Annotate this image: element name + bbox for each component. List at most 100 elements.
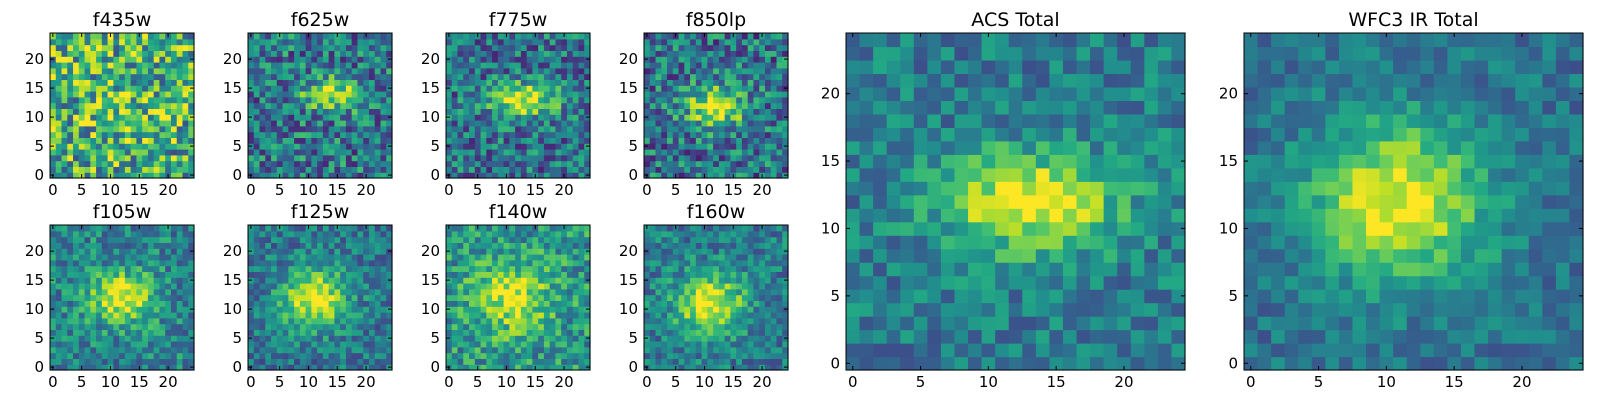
heatmap-cell bbox=[724, 352, 731, 359]
heatmap-cell bbox=[538, 125, 545, 133]
heatmap-cell bbox=[555, 288, 562, 296]
heatmap-cell bbox=[549, 312, 557, 319]
heatmap-cell bbox=[136, 323, 143, 330]
heatmap-cell bbox=[753, 73, 760, 80]
heatmap-cell bbox=[503, 56, 510, 63]
heatmap-cell bbox=[509, 56, 516, 63]
heatmap-cell bbox=[718, 317, 726, 325]
heatmap-cell bbox=[572, 172, 580, 179]
heatmap-cell bbox=[776, 62, 783, 69]
heatmap-cell bbox=[520, 306, 528, 313]
heatmap-cell bbox=[661, 85, 668, 92]
heatmap-cell bbox=[469, 230, 476, 238]
heatmap-cell bbox=[322, 259, 330, 267]
heatmap-cell bbox=[584, 259, 591, 267]
heatmap-cell bbox=[736, 335, 743, 342]
heatmap-cell bbox=[248, 50, 255, 57]
heatmap-cell bbox=[457, 102, 464, 109]
heatmap-cell bbox=[176, 160, 184, 167]
heatmap-cell bbox=[690, 300, 697, 307]
heatmap-cell bbox=[526, 114, 533, 121]
heatmap-cell bbox=[136, 125, 143, 133]
heatmap-cell bbox=[713, 166, 720, 173]
heatmap-cell bbox=[492, 149, 499, 156]
heatmap-cell bbox=[782, 166, 789, 173]
heatmap-cell bbox=[248, 137, 255, 144]
heatmap-cell bbox=[718, 172, 726, 179]
heatmap-cell bbox=[124, 91, 132, 98]
heatmap-cell bbox=[497, 335, 505, 342]
x-tick-label: 0 bbox=[48, 181, 58, 199]
heatmap-cell bbox=[265, 73, 272, 80]
heatmap-cell bbox=[753, 288, 760, 296]
heatmap-cell bbox=[451, 114, 459, 121]
heatmap-cell bbox=[532, 300, 539, 307]
heatmap-cell bbox=[61, 91, 68, 98]
heatmap-cell bbox=[90, 230, 97, 238]
heatmap-cell bbox=[113, 300, 120, 307]
heatmap-cell bbox=[538, 56, 545, 63]
heatmap-cell bbox=[469, 166, 476, 173]
heatmap-cell bbox=[776, 323, 783, 330]
heatmap-cell bbox=[368, 230, 376, 238]
heatmap-cell bbox=[469, 329, 476, 336]
heatmap-cell bbox=[317, 62, 324, 69]
heatmap-cell bbox=[176, 114, 184, 121]
heatmap-cell bbox=[311, 67, 318, 75]
heatmap-cell bbox=[142, 352, 149, 359]
heatmap-cell bbox=[469, 277, 476, 284]
heatmap-cell bbox=[50, 67, 57, 75]
heatmap-cell bbox=[380, 131, 387, 138]
heatmap-cell bbox=[368, 323, 376, 330]
heatmap-cell bbox=[469, 172, 476, 179]
heatmap-cell bbox=[584, 160, 591, 167]
heatmap-cell bbox=[259, 137, 266, 144]
heatmap-cell bbox=[655, 283, 662, 290]
heatmap-cell bbox=[299, 306, 307, 313]
heatmap-cell bbox=[532, 131, 539, 138]
heatmap-cell bbox=[374, 154, 382, 162]
heatmap-cell bbox=[678, 335, 685, 342]
heatmap-cell bbox=[142, 50, 149, 57]
heatmap-cell bbox=[101, 265, 109, 272]
heatmap-cell bbox=[492, 102, 499, 109]
heatmap-cell bbox=[480, 242, 487, 249]
heatmap-cell bbox=[707, 125, 714, 133]
heatmap-cell bbox=[678, 312, 685, 319]
heatmap-cell bbox=[170, 143, 178, 150]
heatmap-cell bbox=[741, 131, 749, 138]
heatmap-cell bbox=[253, 50, 261, 57]
heatmap-cell bbox=[457, 346, 464, 354]
heatmap-cell bbox=[672, 341, 680, 348]
heatmap-cell bbox=[130, 102, 137, 109]
heatmap-cell bbox=[96, 335, 103, 342]
heatmap-cell bbox=[538, 67, 545, 75]
heatmap-cell bbox=[667, 149, 674, 156]
heatmap-cell bbox=[701, 85, 708, 92]
heatmap-cell bbox=[363, 85, 370, 92]
heatmap-cell bbox=[538, 254, 545, 261]
heatmap-cell bbox=[386, 50, 393, 57]
heatmap-cell bbox=[130, 306, 137, 313]
heatmap-cell bbox=[84, 225, 91, 232]
heatmap-cell bbox=[351, 288, 359, 296]
heatmap-cell bbox=[322, 329, 330, 336]
heatmap-cell bbox=[736, 50, 743, 57]
heatmap-cell bbox=[457, 108, 464, 115]
heatmap-cell bbox=[661, 306, 668, 313]
heatmap-cell bbox=[282, 317, 289, 325]
heatmap-cell bbox=[741, 335, 749, 342]
heatmap-cell bbox=[334, 358, 341, 365]
x-tick-label: 15 bbox=[328, 373, 347, 391]
heatmap-cell bbox=[741, 85, 749, 92]
heatmap-cell bbox=[672, 352, 680, 359]
heatmap-cell bbox=[317, 242, 324, 249]
heatmap-cell bbox=[446, 317, 453, 325]
heatmap-cell bbox=[265, 85, 272, 92]
heatmap-cell bbox=[655, 160, 662, 167]
heatmap-cell bbox=[457, 312, 464, 319]
heatmap-cell bbox=[532, 160, 539, 167]
heatmap-cell bbox=[265, 300, 272, 307]
heatmap-cell bbox=[644, 73, 651, 80]
heatmap-cell bbox=[713, 306, 720, 313]
